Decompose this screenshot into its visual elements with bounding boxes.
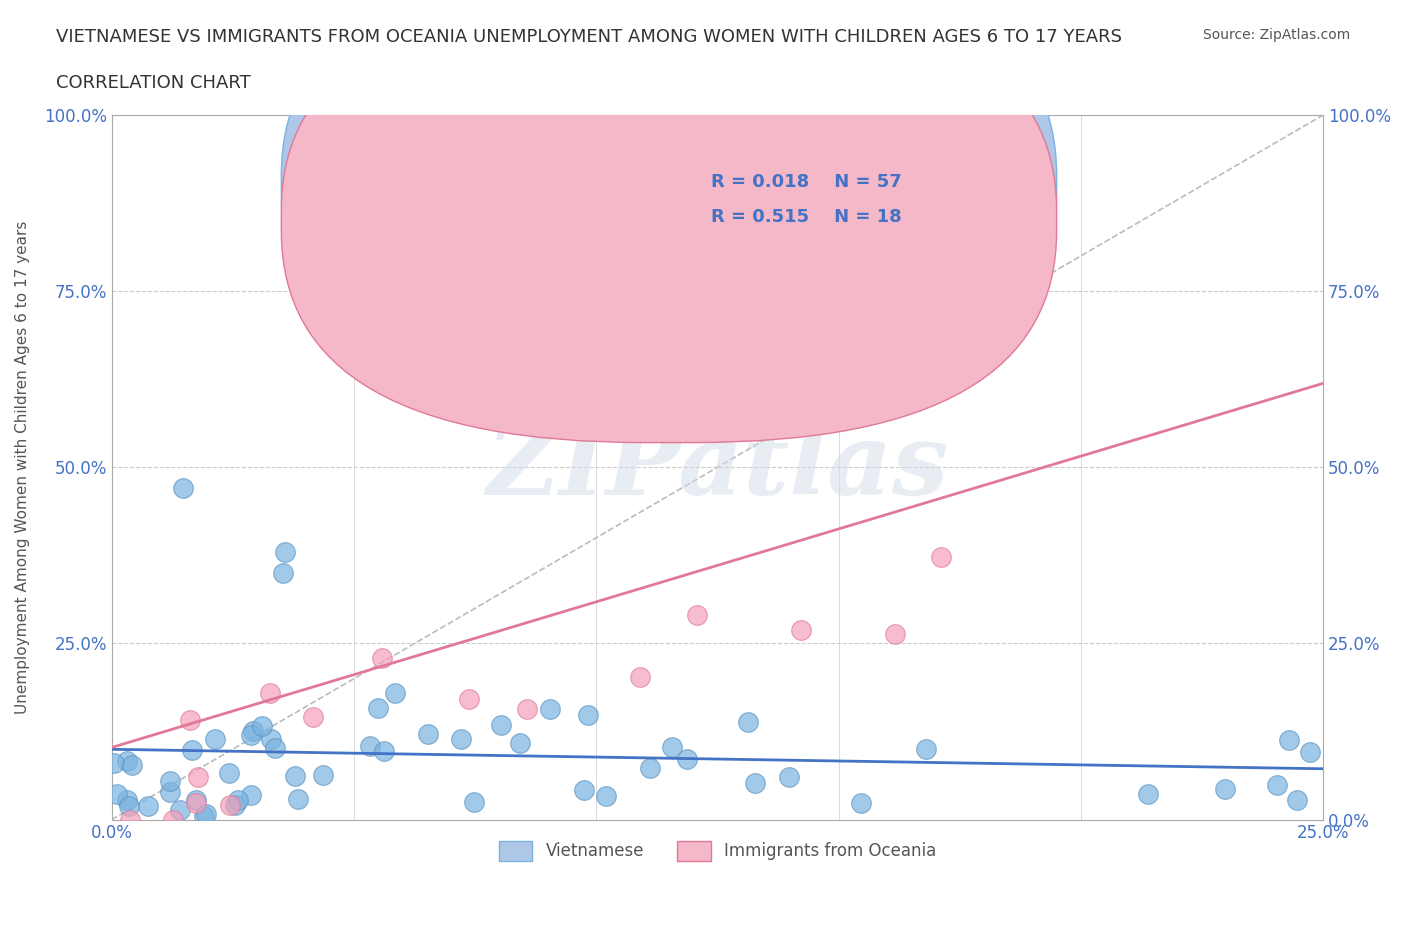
Point [576,708,599,723]
Text: R = 0.515    N = 18: R = 0.515 N = 18 [711,208,903,226]
Point [572,783,595,798]
Point [1278,733,1301,748]
Point [224,798,246,813]
Point [118,812,141,827]
Point [159,774,181,789]
Y-axis label: Unemployment Among Women with Children Ages 6 to 17 years: Unemployment Among Women with Children A… [15,220,30,714]
Legend: Vietnamese, Immigrants from Oceania: Vietnamese, Immigrants from Oceania [492,834,943,868]
Point [250,719,273,734]
Point [373,744,395,759]
Point [384,685,406,700]
Point [628,670,651,684]
Point [778,769,800,784]
Point [595,788,617,803]
Point [136,798,159,813]
Point [450,732,472,747]
Point [884,627,907,642]
Point [371,650,394,665]
Point [661,739,683,754]
Text: ZIPatlas: ZIPatlas [486,419,949,515]
FancyBboxPatch shape [281,0,1057,407]
Point [193,809,215,824]
Point [264,741,287,756]
Point [1136,787,1159,802]
FancyBboxPatch shape [620,157,1032,252]
Point [274,544,297,559]
Point [226,792,249,807]
Point [790,623,813,638]
Point [259,685,281,700]
Point [118,798,141,813]
Point [105,787,128,802]
Point [929,550,952,565]
Point [1265,777,1288,792]
Point [849,795,872,810]
Point [186,795,208,810]
Point [273,565,295,580]
Point [115,793,138,808]
Point [676,751,699,766]
Point [260,731,283,746]
Point [1299,745,1322,760]
Point [516,702,538,717]
Point [737,715,759,730]
Text: Source: ZipAtlas.com: Source: ZipAtlas.com [1202,28,1350,42]
Point [302,709,325,724]
Point [538,701,561,716]
Point [219,798,242,813]
Point [359,738,381,753]
Point [115,753,138,768]
Point [1285,792,1308,807]
Text: VIETNAMESE VS IMMIGRANTS FROM OCEANIA UNEMPLOYMENT AMONG WOMEN WITH CHILDREN AGE: VIETNAMESE VS IMMIGRANTS FROM OCEANIA UN… [56,28,1122,46]
Point [509,736,531,751]
Point [204,731,226,746]
Point [179,712,201,727]
Point [240,788,263,803]
Point [312,767,335,782]
Point [744,776,766,790]
Point [194,807,217,822]
Point [489,717,512,732]
Point [416,727,439,742]
Point [169,803,191,817]
Point [457,692,479,707]
Point [103,755,125,770]
Point [914,741,936,756]
Point [1213,782,1236,797]
Point [354,143,377,158]
FancyBboxPatch shape [281,0,1057,443]
Point [463,795,485,810]
Text: CORRELATION CHART: CORRELATION CHART [56,74,252,92]
Point [242,724,264,738]
Point [159,785,181,800]
Point [218,765,240,780]
Point [240,727,263,742]
Point [638,761,661,776]
Point [162,812,184,827]
Point [121,758,143,773]
Point [184,792,207,807]
Point [685,607,707,622]
Point [172,481,194,496]
Point [284,768,307,783]
Point [181,742,204,757]
Point [641,143,664,158]
Point [187,769,209,784]
Text: R = 0.018    N = 57: R = 0.018 N = 57 [711,173,903,191]
Point [287,791,309,806]
Point [367,700,389,715]
